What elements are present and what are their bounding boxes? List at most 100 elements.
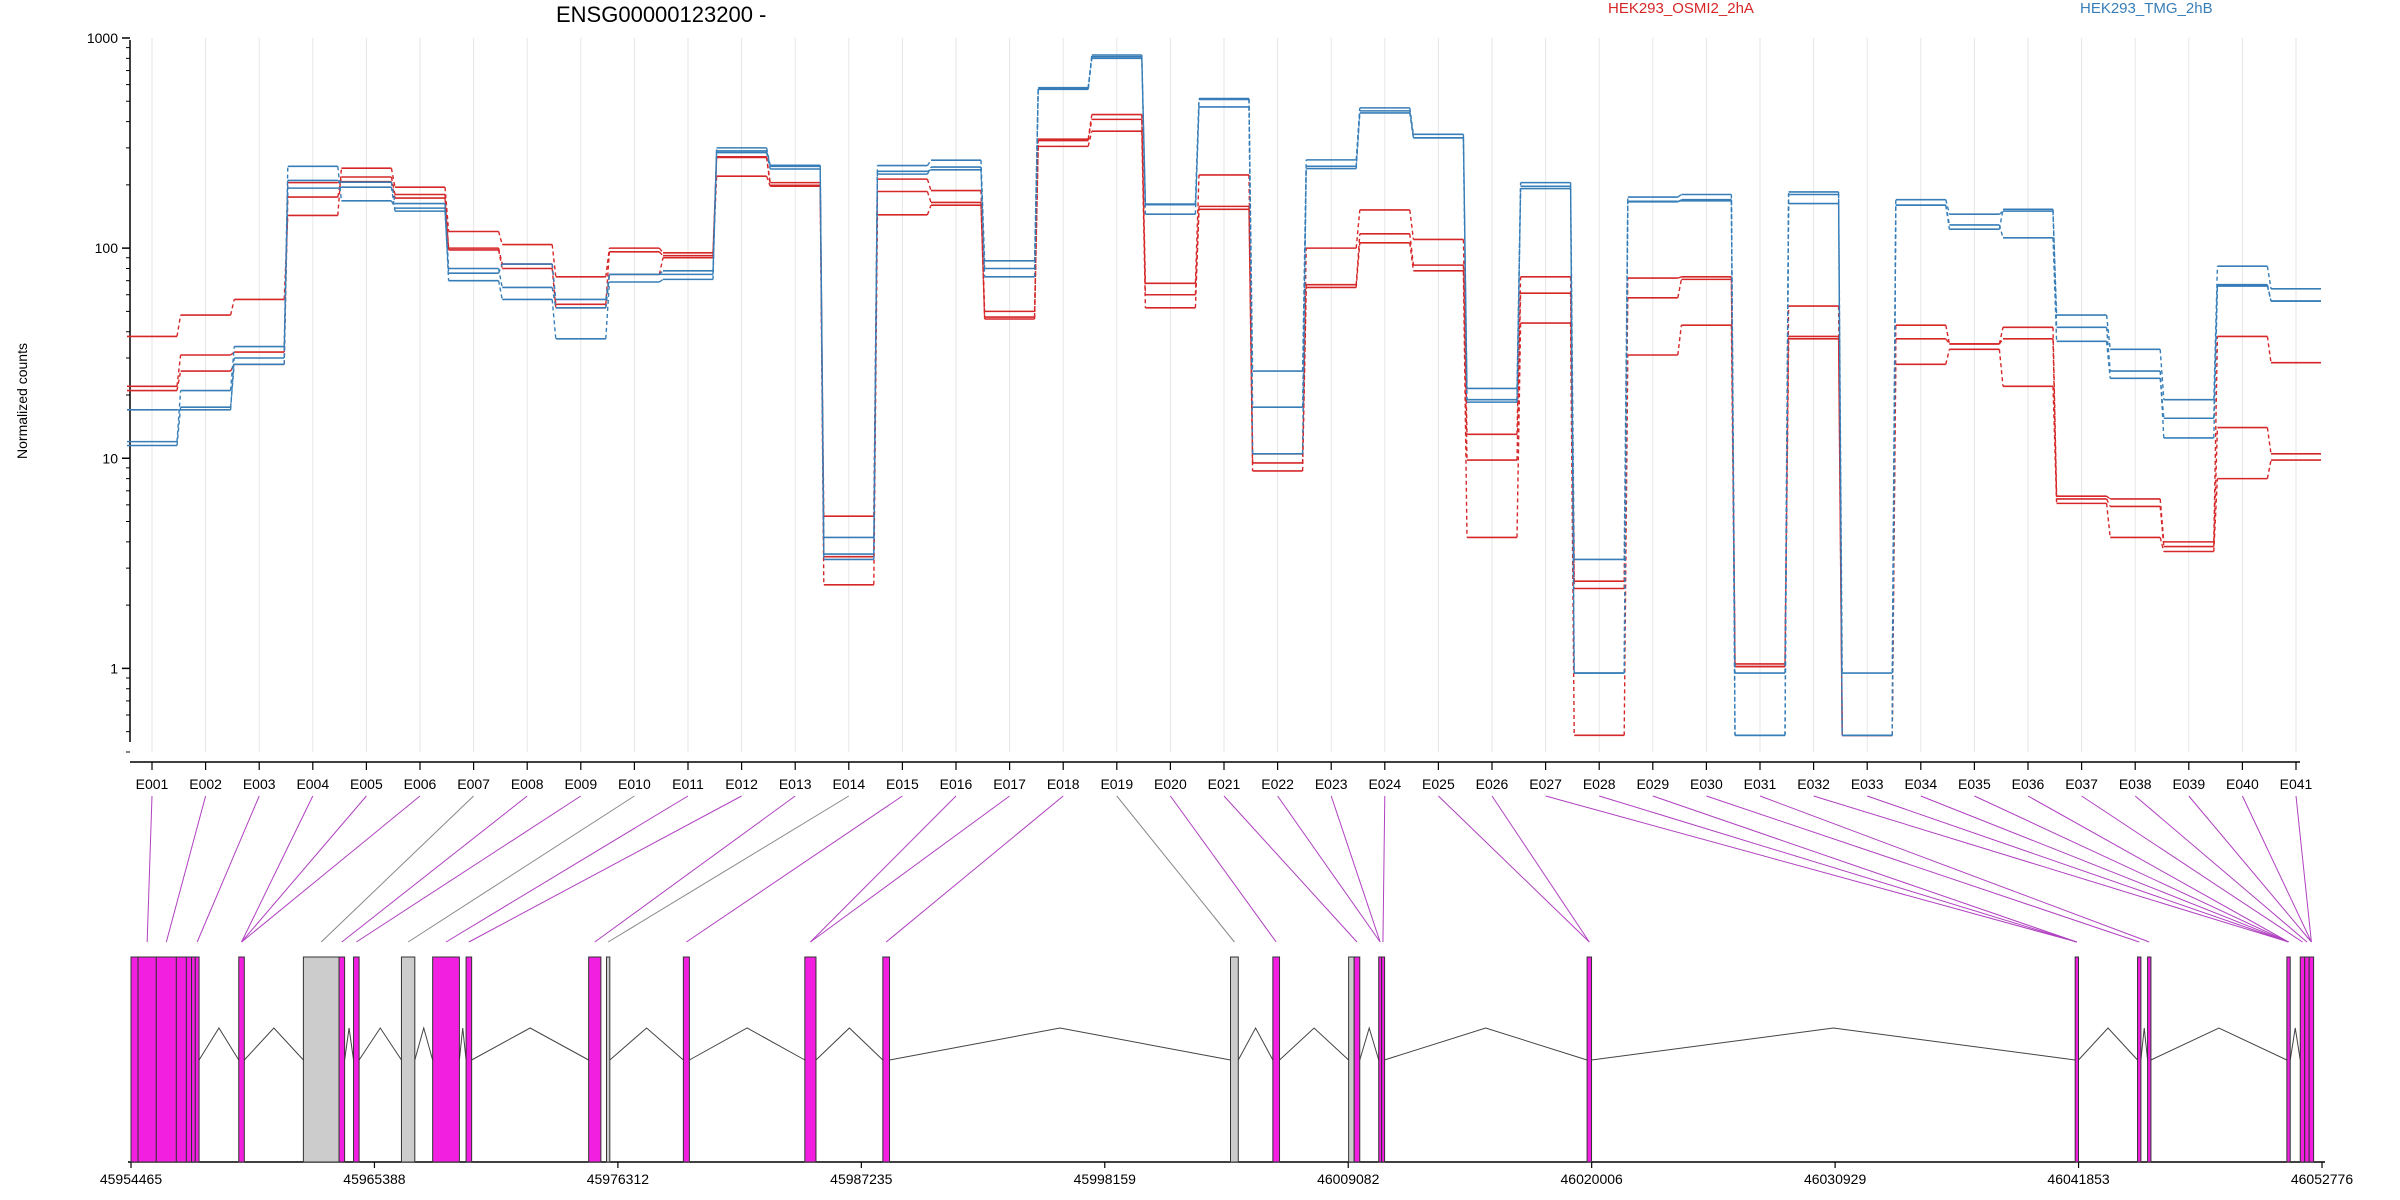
exon-link-line: [2295, 795, 2312, 943]
exon-box-E021: [1272, 956, 1281, 1163]
exon-link-line: [810, 795, 1010, 943]
data-connector: [1141, 131, 1147, 308]
intron-connector: [198, 1027, 240, 1061]
gene-coordinate-label: 46052776: [2291, 1171, 2354, 1187]
data-connector: [2213, 427, 2219, 547]
exon-link-line: [1330, 795, 1381, 943]
exon-link-line: [1116, 795, 1235, 943]
exon-box-E020: [1230, 956, 1239, 1163]
exon-box-E005: [185, 956, 193, 1163]
data-connector: [980, 205, 986, 320]
x-tick-label: E032: [1797, 776, 1830, 792]
exon-link-line: [1706, 795, 2140, 943]
x-tick-label: E015: [886, 776, 919, 792]
data-connector: [1248, 99, 1254, 454]
x-tick-label: E005: [350, 776, 383, 792]
data-connector: [1355, 110, 1361, 167]
data-connector: [1516, 276, 1522, 435]
gene-coordinate-label: 45965388: [343, 1171, 406, 1187]
data-connector: [176, 314, 182, 337]
data-connector: [926, 178, 932, 191]
data-connector: [765, 175, 771, 187]
data-connector: [1409, 110, 1415, 138]
data-connector: [2213, 336, 2219, 542]
exon-box-E030: [2286, 956, 2291, 1163]
exon-box-E027: [2074, 956, 2079, 1163]
data-connector: [283, 188, 289, 365]
intron-connector: [2289, 1027, 2301, 1061]
data-connector: [2105, 503, 2111, 538]
exon-box-E023: [1353, 956, 1361, 1163]
intron-connector: [889, 1027, 1231, 1061]
data-connector: [605, 274, 611, 300]
exon-box-E001: [130, 956, 139, 1163]
x-tick-label: E040: [2226, 776, 2259, 792]
data-connector: [1837, 203, 1843, 736]
exon-box-E018: [804, 956, 817, 1163]
data-connector: [1301, 248, 1307, 454]
x-tick-label: E013: [779, 776, 812, 792]
y-axis: 1000 100 10 1: [87, 30, 131, 753]
exon-box-E007: [194, 956, 200, 1163]
exon-link-line: [165, 795, 207, 943]
x-tick-label: E003: [243, 776, 276, 792]
data-connector: [605, 281, 611, 339]
exon-link-line: [320, 795, 474, 943]
intron-connector: [414, 1026, 434, 1061]
exon-box-E031: [2299, 956, 2306, 1163]
data-connector: [1677, 279, 1683, 298]
x-tick-label: E039: [2172, 776, 2205, 792]
x-tick-label: E011: [672, 776, 704, 792]
gene-coordinate-label: 45954465: [100, 1171, 163, 1187]
data-connector: [1462, 265, 1468, 461]
data-connector: [1516, 186, 1522, 403]
data-connector: [2052, 386, 2058, 504]
intron-connector: [1384, 1027, 1588, 1061]
x-tick-label: E006: [404, 776, 437, 792]
x-tick-label: E004: [296, 776, 329, 792]
data-connector: [1087, 119, 1093, 141]
x-tick-label: E034: [1904, 776, 1937, 792]
data-connector: [2106, 495, 2111, 500]
data-connector: [444, 211, 450, 274]
gene-coordinate-label: 46020006: [1561, 1171, 1624, 1187]
exon-link-line: [594, 795, 796, 943]
data-connector: [765, 157, 771, 186]
exon-link-line: [341, 795, 528, 943]
data-connector: [2105, 341, 2111, 379]
data-connector: [390, 168, 396, 188]
data-connector: [1837, 194, 1843, 736]
data-connector: [229, 364, 235, 408]
data-connector: [1677, 276, 1682, 279]
exon-box-E009: [302, 956, 340, 1163]
exon-link-line: [196, 795, 260, 943]
legend-entry-osmi2: HEK293_OSMI2_2hA: [1608, 0, 1754, 17]
data-connector: [658, 247, 664, 254]
series-HEK293_TMG_2hB: [127, 57, 2321, 737]
x-tick-label: E033: [1851, 776, 1884, 792]
data-connector: [873, 171, 879, 560]
exon-box-E016: [605, 956, 611, 1163]
x-tick-label: E009: [564, 776, 597, 792]
y-tick-label: 1000: [87, 30, 118, 46]
x-axis: E001 E002 E003 E004 E005 E006 E007 E008 E009 E010…: [130, 761, 2313, 792]
data-connector: [390, 200, 396, 209]
data-connector: [1784, 306, 1790, 664]
data-connector: [2159, 349, 2165, 400]
exon-box-E004: [175, 956, 187, 1163]
exon-link-line: [241, 795, 367, 943]
x-tick-label: E027: [1529, 776, 1562, 792]
x-tick-label: E017: [993, 776, 1026, 792]
gene-model: 45954465 45965388 45976312 45987235 45998159…: [100, 956, 2354, 1187]
intron-connector: [1279, 1027, 1349, 1061]
exon-box-E029: [2147, 956, 2152, 1163]
data-connector: [1998, 327, 2004, 345]
intron-connector: [358, 1027, 402, 1061]
data-connector: [1998, 209, 2004, 230]
data-connector: [873, 174, 879, 555]
data-connector: [497, 263, 503, 274]
exon-link-line: [607, 795, 850, 943]
intron-connector: [815, 1027, 884, 1061]
gene-coordinate-label: 46041853: [2047, 1171, 2110, 1187]
